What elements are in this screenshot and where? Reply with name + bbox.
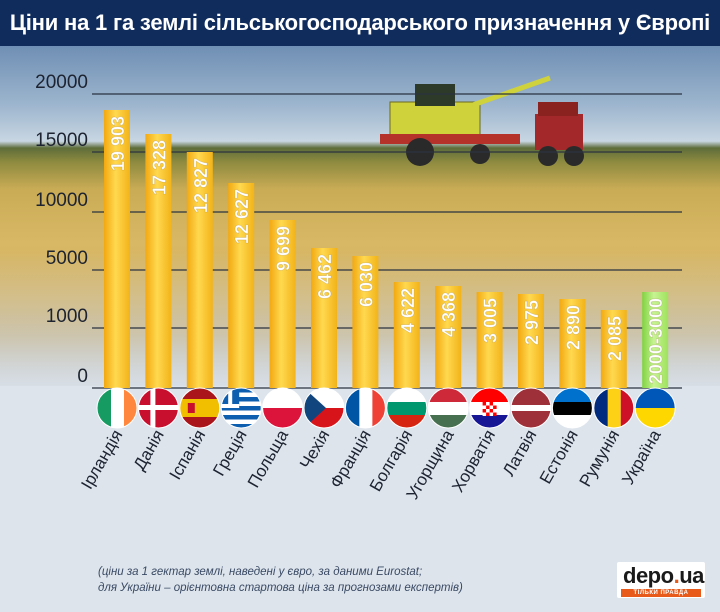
bar-0 — [104, 110, 130, 388]
data-label-7: 4 622 — [398, 288, 418, 333]
x-tick-label-1: Данія — [130, 427, 168, 474]
bar-7 — [393, 282, 420, 388]
bar-2 — [186, 152, 213, 388]
greece-flag-icon — [221, 388, 262, 428]
france-flag-icon — [345, 388, 386, 428]
y-tick-label: 20000 — [35, 72, 88, 93]
data-label-12: 2 085 — [605, 316, 625, 361]
bar-3 — [228, 183, 255, 388]
logo-tagline: ТІЛЬКИ ПРАВДА — [621, 589, 701, 597]
hungary-flag-icon — [428, 388, 469, 428]
x-tick-label-11: Естонія — [536, 427, 582, 488]
bar-10 — [518, 294, 544, 388]
bar-6 — [352, 256, 379, 388]
data-label-3: 12 627 — [232, 189, 252, 244]
data-label-0: 19 903 — [108, 116, 128, 171]
estonia-flag-icon — [552, 388, 593, 428]
data-label-6: 6 030 — [356, 262, 376, 307]
x-tick-label-3: Греція — [209, 427, 250, 480]
data-label-8: 4 368 — [439, 292, 459, 337]
denmark-flag-icon — [138, 388, 179, 428]
data-label-9: 3 005 — [481, 298, 501, 343]
y-tick-label: 10000 — [35, 190, 88, 211]
x-tick-label-13: Україна — [618, 426, 665, 488]
footnote-line-1: (ціни за 1 гектар землі, наведені у євро… — [98, 566, 423, 578]
y-tick-label: 0 — [77, 366, 88, 387]
bulgaria-flag-icon — [386, 388, 427, 428]
y-tick-label: 15000 — [35, 130, 88, 151]
ukraine-flag-icon — [635, 388, 676, 428]
bar-1 — [145, 134, 172, 388]
flag-ring — [593, 387, 635, 429]
flag-ring — [137, 387, 179, 429]
bar-4 — [269, 220, 296, 388]
spain-flag-icon — [179, 388, 220, 428]
flag-ring — [386, 387, 428, 429]
romania-flag-icon — [593, 388, 634, 428]
czechia-flag-icon — [304, 388, 344, 428]
bar-8 — [435, 286, 462, 388]
data-label-4: 9 699 — [274, 226, 294, 271]
data-label-11: 2 890 — [563, 305, 583, 350]
data-label-13: 2000-3000 — [646, 298, 666, 384]
poland-flag-icon — [262, 388, 303, 428]
flag-ring — [510, 387, 552, 429]
flag-ring — [344, 387, 386, 429]
flag-ring — [427, 387, 469, 429]
data-label-1: 17 328 — [149, 140, 169, 195]
flag-ring — [220, 387, 262, 429]
flag-ring — [469, 387, 511, 429]
bar-13 — [642, 292, 669, 388]
x-tick-label-2: Іспанія — [166, 427, 210, 483]
depo-logo: depo.ua ТІЛЬКИ ПРАВДА — [617, 562, 705, 598]
data-label-5: 6 462 — [315, 254, 335, 299]
ireland-flag-icon — [97, 388, 137, 428]
page-title: Ціни на 1 га землі сільськогосподарськог… — [0, 0, 720, 46]
data-label-10: 2 975 — [522, 300, 542, 345]
y-tick-label: 1000 — [46, 306, 88, 327]
bar-9 — [476, 292, 503, 388]
data-label-2: 12 827 — [191, 158, 211, 213]
bar-12 — [600, 310, 627, 388]
flag-ring — [179, 387, 221, 429]
flag-ring — [96, 387, 138, 429]
x-tick-label-10: Латвія — [499, 427, 540, 480]
footnote: (ціни за 1 гектар землі, наведені у євро… — [98, 564, 568, 596]
y-tick-label: 5000 — [46, 248, 88, 269]
latvia-flag-icon — [511, 388, 551, 428]
flag-ring — [303, 387, 345, 429]
footnote-line-2: для України – орієнтовна стартова ціна з… — [98, 582, 463, 594]
bar-5 — [311, 248, 337, 388]
croatia-flag-icon — [469, 388, 510, 428]
flag-ring — [262, 387, 304, 429]
x-tick-label-12: Румунія — [576, 427, 624, 491]
flag-ring — [551, 387, 593, 429]
x-tick-label-0: Ірландія — [77, 427, 126, 493]
x-tick-label-4: Польща — [244, 426, 292, 491]
flag-ring — [634, 387, 676, 429]
bar-11 — [559, 299, 586, 388]
x-tick-label-5: Чехія — [296, 427, 333, 473]
logo-wordmark: depo.ua — [623, 563, 704, 588]
